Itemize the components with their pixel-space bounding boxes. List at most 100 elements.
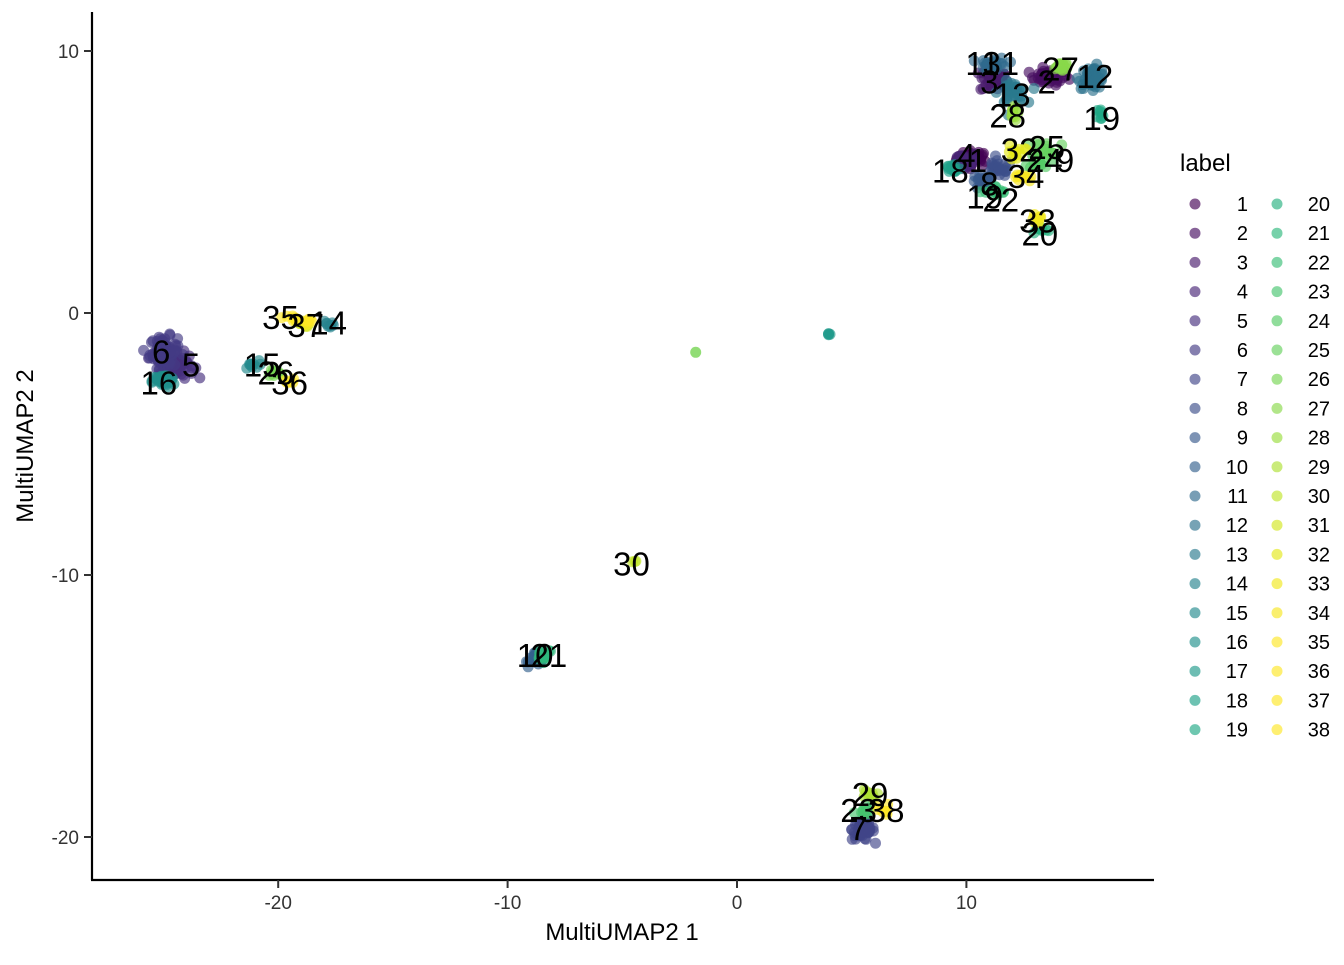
- legend-label: 19: [1226, 720, 1248, 742]
- cluster-21-points: [533, 645, 556, 669]
- legend-item-4: 4: [1189, 282, 1248, 304]
- legend-swatch: [1189, 286, 1201, 298]
- cluster-32-points: [1003, 140, 1032, 165]
- cluster-6-points: [138, 328, 189, 385]
- legend-item-32: 32: [1271, 544, 1330, 566]
- legend-swatch: [1189, 636, 1201, 648]
- legend-item-10: 10: [1189, 457, 1248, 479]
- legend-swatch: [1271, 548, 1283, 560]
- legend-item-8: 8: [1189, 398, 1248, 420]
- legend-items: 1234567891011121314151617181920212223242…: [1189, 194, 1330, 742]
- x-tick-label: 0: [732, 893, 743, 914]
- data-point: [1028, 83, 1040, 94]
- data-point: [1047, 147, 1059, 159]
- legend-item-3: 3: [1189, 252, 1248, 274]
- cluster-35-points: [276, 310, 304, 327]
- data-point: [1078, 65, 1090, 77]
- legend-label: 29: [1308, 457, 1330, 479]
- legend-swatch: [1189, 256, 1201, 268]
- data-point: [1034, 159, 1046, 171]
- legend-label: 10: [1226, 457, 1248, 479]
- cluster-15-points: [241, 355, 266, 374]
- legend-swatch: [1189, 198, 1201, 210]
- legend-swatch: [1189, 548, 1201, 560]
- legend-item-13: 13: [1189, 544, 1248, 566]
- cluster-17-points: [823, 328, 836, 341]
- data-point: [1087, 85, 1099, 96]
- legend-label: 16: [1226, 632, 1248, 654]
- legend-item-36: 36: [1271, 661, 1330, 683]
- data-point: [159, 346, 171, 358]
- data-point: [1089, 62, 1101, 74]
- legend-item-9: 9: [1189, 428, 1248, 450]
- data-point: [690, 346, 702, 358]
- legend-item-24: 24: [1271, 311, 1330, 333]
- data-point: [1033, 211, 1045, 223]
- data-point: [1056, 63, 1068, 75]
- y-tick-label: -20: [52, 828, 79, 849]
- legend-item-18: 18: [1189, 690, 1248, 712]
- cluster-label: 1: [969, 142, 987, 179]
- legend-item-16: 16: [1189, 632, 1248, 654]
- cluster-label: 8: [980, 166, 998, 203]
- cluster-34-points: [1010, 169, 1037, 187]
- cluster-label: 27: [1042, 50, 1079, 87]
- legend-label: 26: [1308, 369, 1330, 391]
- data-point: [1011, 169, 1023, 181]
- data-point: [1051, 76, 1063, 88]
- legend-label: 7: [1237, 369, 1248, 391]
- x-axis-ticks: -20 -10 0 10: [264, 880, 977, 914]
- legend: label 1234567891011121314151617181920212…: [1180, 150, 1330, 742]
- legend-swatch: [1189, 665, 1201, 677]
- cluster-18-points: [942, 159, 966, 178]
- legend-label: 24: [1308, 311, 1330, 333]
- legend-swatch: [1189, 607, 1201, 619]
- data-point: [999, 61, 1010, 72]
- data-point: [823, 328, 835, 340]
- data-point: [978, 72, 990, 84]
- legend-item-17: 17: [1189, 661, 1248, 683]
- cluster-label: 34: [1008, 158, 1045, 195]
- x-tick-label: 10: [956, 893, 977, 914]
- legend-label: 1: [1237, 194, 1248, 216]
- legend-title: label: [1180, 150, 1231, 177]
- cluster-label: 7: [849, 810, 867, 847]
- data-point: [860, 786, 872, 798]
- legend-swatch: [1271, 578, 1283, 590]
- legend-swatch: [1271, 665, 1283, 677]
- legend-label: 15: [1226, 603, 1248, 625]
- legend-swatch: [1189, 694, 1201, 706]
- legend-swatch: [1271, 315, 1283, 327]
- cluster-label: 14: [310, 304, 347, 341]
- legend-item-23: 23: [1271, 282, 1330, 304]
- cluster-label: 33: [1019, 202, 1056, 239]
- data-point: [1025, 171, 1037, 183]
- cluster-label: 4: [957, 137, 975, 174]
- data-point: [943, 165, 955, 177]
- legend-swatch: [1271, 198, 1283, 210]
- legend-label: 17: [1226, 661, 1248, 683]
- legend-item-6: 6: [1189, 340, 1248, 362]
- cluster-25-points: [1023, 138, 1068, 161]
- legend-item-35: 35: [1271, 632, 1330, 654]
- cluster-label: 3: [980, 63, 998, 100]
- cluster-37-points: [300, 313, 318, 330]
- legend-label: 38: [1308, 720, 1330, 742]
- data-point: [881, 808, 893, 820]
- legend-label: 6: [1237, 340, 1248, 362]
- data-point: [972, 174, 984, 186]
- legend-item-14: 14: [1189, 574, 1248, 596]
- data-point: [857, 826, 869, 838]
- legend-label: 8: [1237, 398, 1248, 420]
- data-point: [244, 359, 256, 371]
- cluster-label: 32: [1001, 132, 1038, 169]
- cluster-label: 26: [258, 354, 295, 391]
- legend-item-19: 19: [1189, 720, 1248, 742]
- legend-item-38: 38: [1271, 720, 1330, 742]
- cluster-28-points: [1006, 101, 1024, 126]
- y-axis-ticks: 10 0 -10 -20: [52, 42, 92, 849]
- cluster-label: 15: [244, 346, 281, 383]
- data-point: [984, 170, 996, 182]
